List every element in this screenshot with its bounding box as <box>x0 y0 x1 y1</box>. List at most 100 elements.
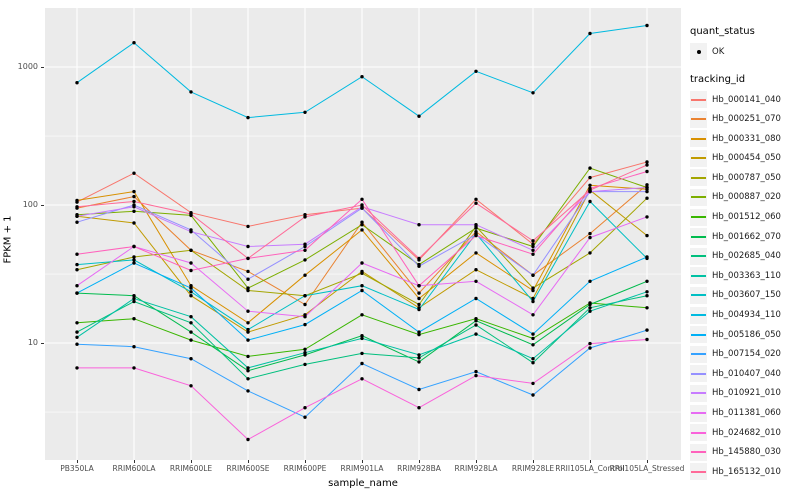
data-point <box>246 288 250 293</box>
data-point <box>531 288 535 293</box>
data-point <box>132 299 136 304</box>
data-point <box>189 268 193 273</box>
data-point <box>75 262 79 267</box>
data-point <box>645 196 649 200</box>
data-point <box>75 198 79 203</box>
legend-item-label: Hb_000251_070 <box>712 114 781 125</box>
legend-item-label: Hb_002685_040 <box>712 251 781 262</box>
data-point <box>132 244 136 249</box>
data-point <box>189 284 193 288</box>
data-point <box>246 327 250 332</box>
data-point <box>303 347 307 351</box>
legend-item-Hb_000331_080: Hb_000331_080 <box>690 130 798 148</box>
data-point <box>360 284 364 288</box>
data-point <box>588 235 592 240</box>
data-point <box>75 220 79 224</box>
data-point <box>531 343 535 347</box>
point-marker-icon <box>690 43 707 60</box>
data-point <box>588 175 592 180</box>
data-point <box>246 224 250 229</box>
legend-item-label: Hb_165132_010 <box>712 466 781 477</box>
legend-tracking-id-title: tracking_id <box>690 74 746 85</box>
x-tick-label-PB350LA: PB350LA <box>60 464 94 473</box>
legend-item-label: Hb_010921_010 <box>712 388 781 399</box>
data-point <box>417 353 421 357</box>
data-point <box>417 256 421 261</box>
data-point <box>246 115 250 120</box>
legend-item-Hb_145880_030: Hb_145880_030 <box>690 443 798 461</box>
data-point <box>189 290 193 294</box>
line-swatch-icon <box>690 188 707 206</box>
data-point <box>645 160 649 164</box>
x-tick-label-RRIM928LA: RRIM928LA <box>454 464 498 473</box>
data-point <box>645 337 649 342</box>
data-point <box>75 205 79 209</box>
data-point <box>246 354 250 359</box>
data-point <box>531 252 535 256</box>
data-point <box>303 315 307 319</box>
data-point <box>645 215 649 219</box>
data-point <box>189 248 193 252</box>
legend-item-Hb_000887_020: Hb_000887_020 <box>690 188 798 206</box>
data-point <box>132 205 136 209</box>
x-tick-mark <box>419 460 420 463</box>
x-tick-mark <box>590 460 591 463</box>
legend-item-Hb_003363_110: Hb_003363_110 <box>690 267 798 285</box>
data-point <box>531 299 535 304</box>
data-point <box>246 309 250 313</box>
line-swatch-icon <box>690 404 707 422</box>
data-point <box>474 323 478 327</box>
data-point <box>588 279 592 283</box>
data-point <box>132 221 136 225</box>
data-point <box>75 284 79 288</box>
line-swatch-icon <box>690 286 707 304</box>
legend-item-label: Hb_005186_050 <box>712 329 781 340</box>
data-point <box>189 212 193 216</box>
line-swatch-icon <box>690 169 707 187</box>
data-point <box>531 332 535 336</box>
data-point <box>246 244 250 249</box>
data-point <box>360 261 364 265</box>
data-point <box>531 393 535 397</box>
data-point <box>645 233 649 238</box>
data-point <box>75 335 79 339</box>
legend-item-Hb_024682_010: Hb_024682_010 <box>690 424 798 442</box>
data-point <box>645 23 649 28</box>
data-point <box>360 271 364 275</box>
data-point <box>303 362 307 367</box>
data-point <box>246 256 250 261</box>
data-point <box>417 264 421 268</box>
data-point <box>360 377 364 381</box>
y-tick-label-10: 10 <box>27 338 38 347</box>
x-axis-title: sample_name <box>328 478 398 489</box>
data-point <box>474 279 478 283</box>
data-point <box>75 81 79 85</box>
data-point <box>303 110 307 115</box>
data-point <box>474 251 478 255</box>
data-point <box>75 366 79 370</box>
data-point <box>132 194 136 199</box>
data-point <box>417 296 421 301</box>
data-point <box>132 345 136 349</box>
legend-item-label: Hb_004934_110 <box>712 310 781 321</box>
data-point <box>132 261 136 265</box>
x-tick-label-RRII105LA_Stressed: RRII105LA_Stressed <box>609 464 685 473</box>
data-point <box>645 290 649 294</box>
data-point <box>132 296 136 301</box>
data-point <box>246 369 250 373</box>
data-point <box>303 302 307 307</box>
data-point <box>75 342 79 346</box>
data-point <box>246 366 250 370</box>
y-tick-mark <box>41 343 44 344</box>
data-point <box>246 389 250 393</box>
legend-item-Hb_011381_060: Hb_011381_060 <box>690 404 798 422</box>
data-point <box>531 313 535 317</box>
line-swatch-icon <box>690 149 707 167</box>
data-point <box>360 220 364 224</box>
x-tick-mark <box>362 460 363 463</box>
data-point <box>588 341 592 346</box>
data-point <box>588 183 592 187</box>
data-point <box>303 248 307 252</box>
data-point <box>474 332 478 336</box>
x-tick-label-RRIM928BA: RRIM928BA <box>397 464 441 473</box>
